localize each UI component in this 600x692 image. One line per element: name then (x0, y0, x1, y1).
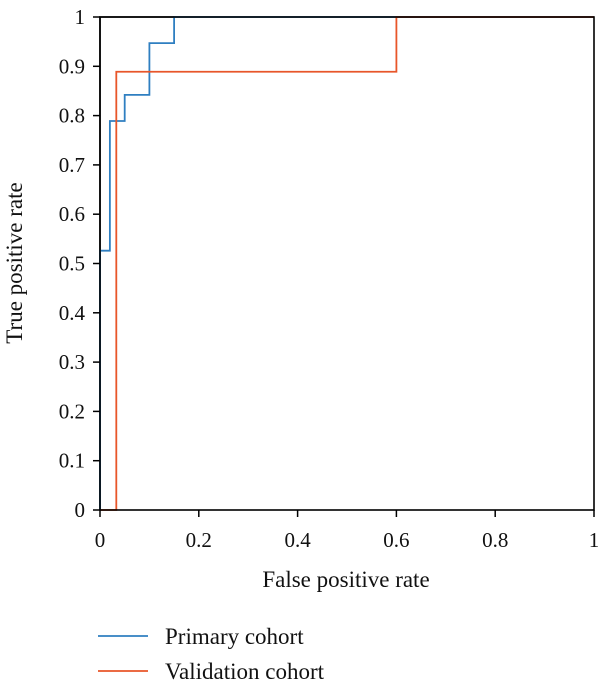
legend-label: Primary cohort (165, 624, 304, 649)
y-tick-label: 0.3 (59, 350, 85, 374)
axes-frame (99, 16, 595, 511)
y-tick-label: 0.7 (59, 153, 85, 177)
x-tick-label: 0.2 (186, 528, 212, 552)
legend-label: Validation cohort (165, 659, 325, 684)
x-tick-label: 0.6 (383, 528, 409, 552)
y-tick-label: 0 (75, 498, 86, 522)
x-axis-ticks: 0 0.2 0.4 0.6 0.8 1 (95, 510, 600, 552)
y-tick-label: 1 (75, 5, 86, 29)
y-tick-label: 0.6 (59, 202, 85, 226)
x-tick-label: 0.4 (284, 528, 311, 552)
y-tick-label: 0.1 (59, 449, 85, 473)
series-line-validation-cohort (100, 16, 594, 511)
legend-item-primary-cohort: Primary cohort (98, 624, 304, 649)
legend: Primary cohort Validation cohort (98, 624, 325, 684)
plot-area (99, 16, 594, 511)
y-axis-title: True positive rate (2, 182, 27, 343)
series-line-primary-cohort (99, 16, 594, 510)
x-tick-label: 0 (95, 528, 106, 552)
x-axis-title: False positive rate (262, 567, 429, 592)
y-tick-label: 0.4 (59, 301, 86, 325)
y-axis-ticks: 0 0.1 0.2 0.3 0.4 0.5 0.6 0.7 0.8 0.9 1 (59, 5, 100, 522)
axes (99, 16, 595, 511)
y-tick-label: 0.5 (59, 252, 85, 276)
reference-line (99, 16, 175, 510)
x-tick-label: 0.8 (482, 528, 508, 552)
y-tick-label: 0.8 (59, 104, 85, 128)
x-tick-label: 1 (589, 528, 600, 552)
legend-item-validation-cohort: Validation cohort (98, 659, 325, 684)
y-tick-label: 0.9 (59, 54, 85, 78)
y-tick-label: 0.2 (59, 399, 85, 423)
